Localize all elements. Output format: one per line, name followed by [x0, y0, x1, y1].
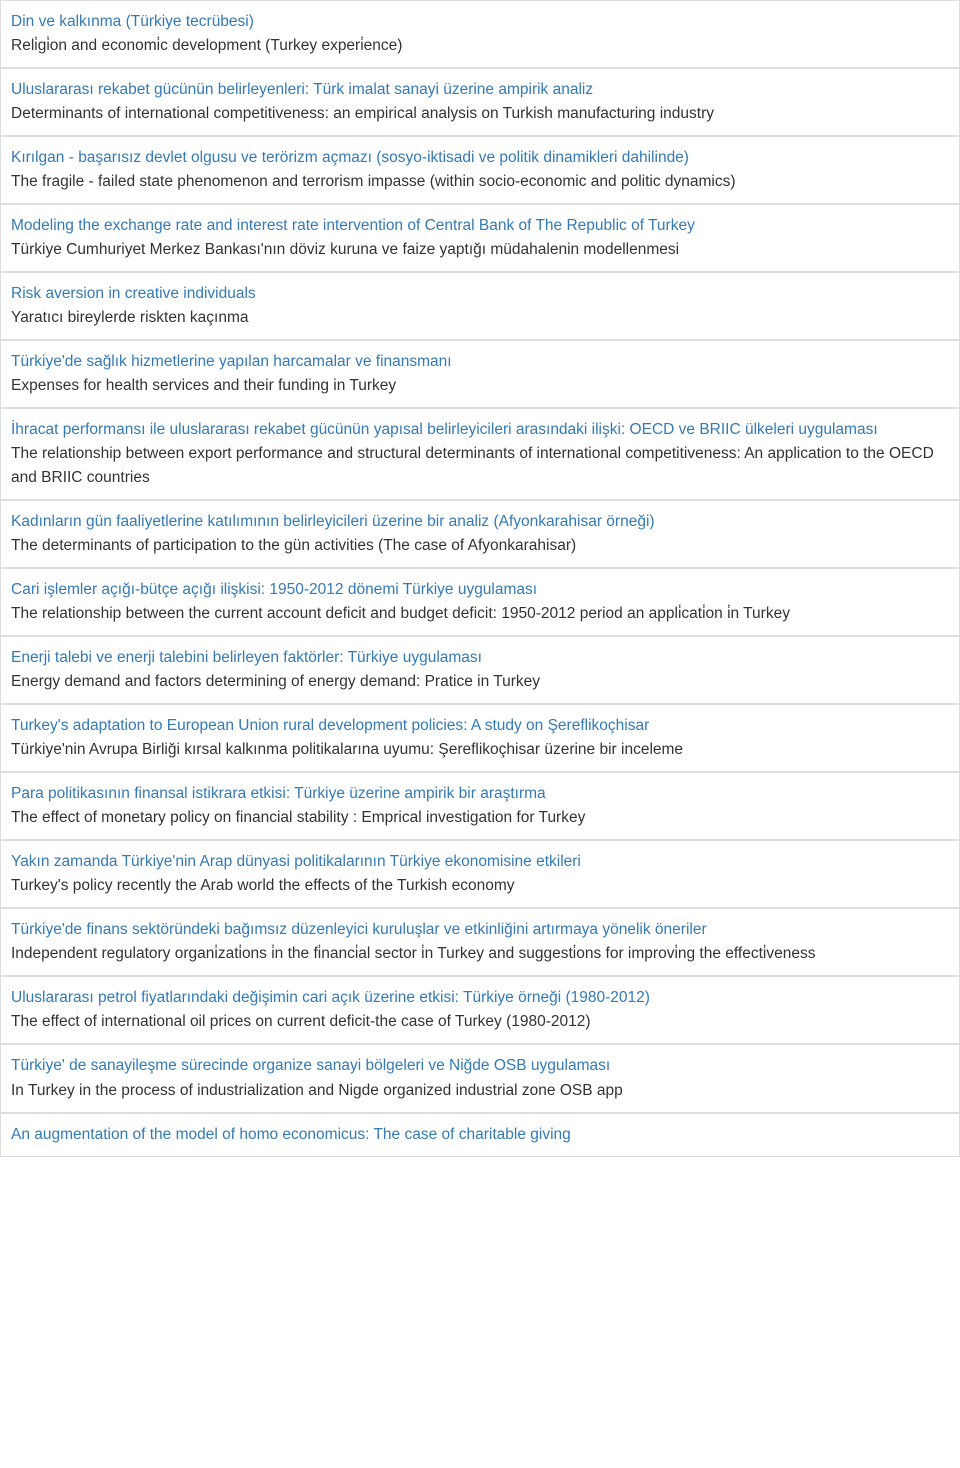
thesis-subtitle: The determinants of participation to the… [11, 534, 949, 558]
thesis-subtitle: In Turkey in the process of industrializ… [11, 1079, 949, 1103]
thesis-title-link[interactable]: Enerji talebi ve enerji talebini belirle… [11, 649, 482, 666]
thesis-title-link[interactable]: Türkiye'de finans sektöründeki bağımsız … [11, 921, 707, 938]
thesis-subtitle: Independent regulatory organi̇zati̇ons i… [11, 942, 949, 966]
thesis-title-link[interactable]: Türkiye' de sanayileşme sürecinde organi… [11, 1057, 610, 1074]
thesis-title-link[interactable]: Modeling the exchange rate and interest … [11, 217, 695, 234]
thesis-title-link[interactable]: Turkey's adaptation to European Union ru… [11, 717, 649, 734]
thesis-title-link[interactable]: Uluslararası petrol fiyatlarındaki değiş… [11, 989, 650, 1006]
table-row: İhracat performansı ile uluslararası rek… [0, 408, 960, 500]
table-row: Din ve kalkınma (Türkiye tecrübesi) Reli̇… [0, 0, 960, 68]
thesis-subtitle: Yaratıcı bireylerde riskten kaçınma [11, 306, 949, 330]
table-row: An augmentation of the model of homo eco… [0, 1113, 960, 1157]
table-row: Yakın zamanda Türkiye'nin Arap dünyasi p… [0, 840, 960, 908]
table-row: Cari işlemler açığı-bütçe açığı ilişkisi… [0, 568, 960, 636]
thesis-title-link[interactable]: An augmentation of the model of homo eco… [11, 1126, 571, 1143]
thesis-title-link[interactable]: Yakın zamanda Türkiye'nin Arap dünyasi p… [11, 853, 581, 870]
thesis-subtitle: Energy demand and factors determining of… [11, 670, 949, 694]
table-row: Türkiye' de sanayileşme sürecinde organi… [0, 1044, 960, 1112]
table-row: Risk aversion in creative individuals Yar… [0, 272, 960, 340]
thesis-title-link[interactable]: Din ve kalkınma (Türkiye tecrübesi) [11, 13, 254, 30]
thesis-subtitle: The fragile - failed state phenomenon an… [11, 170, 949, 194]
thesis-title-link[interactable]: Kadınların gün faaliyetlerine katılımını… [11, 513, 655, 530]
table-row: Türkiye'de finans sektöründeki bağımsız … [0, 908, 960, 976]
thesis-list-table: Din ve kalkınma (Türkiye tecrübesi) Reli̇… [0, 0, 960, 1157]
thesis-title-link[interactable]: Türkiye'de sağlık hizmetlerine yapılan h… [11, 353, 452, 370]
thesis-title-link[interactable]: Cari işlemler açığı-bütçe açığı ilişkisi… [11, 581, 537, 598]
thesis-subtitle: The effect of monetary policy on financi… [11, 806, 949, 830]
table-row: Turkey's adaptation to European Union ru… [0, 704, 960, 772]
thesis-subtitle: Determinants of international competitiv… [11, 102, 949, 126]
table-row: Uluslararası petrol fiyatlarındaki değiş… [0, 976, 960, 1044]
table-row: Enerji talebi ve enerji talebini belirle… [0, 636, 960, 704]
thesis-subtitle: Türkiye'nin Avrupa Birliği kırsal kalkın… [11, 738, 949, 762]
thesis-title-link[interactable]: Para politikasının finansal istikrara et… [11, 785, 546, 802]
thesis-subtitle: Turkey's policy recently the Arab world … [11, 874, 949, 898]
thesis-subtitle: The effect of international oil prices o… [11, 1010, 949, 1034]
thesis-subtitle: Expenses for health services and their f… [11, 374, 949, 398]
thesis-title-link[interactable]: İhracat performansı ile uluslararası rek… [11, 421, 878, 438]
thesis-subtitle: Türkiye Cumhuriyet Merkez Bankası'nın dö… [11, 238, 949, 262]
table-row: Türkiye'de sağlık hizmetlerine yapılan h… [0, 340, 960, 408]
table-row: Uluslararası rekabet gücünün belirleyenl… [0, 68, 960, 136]
thesis-subtitle: Reli̇gi̇on and economi̇c development (Tu… [11, 34, 949, 58]
table-row: Para politikasının finansal istikrara et… [0, 772, 960, 840]
thesis-title-link[interactable]: Uluslararası rekabet gücünün belirleyenl… [11, 81, 593, 98]
table-row: Modeling the exchange rate and interest … [0, 204, 960, 272]
thesis-subtitle: The relationship between export performa… [11, 442, 949, 490]
table-row: Kadınların gün faaliyetlerine katılımını… [0, 500, 960, 568]
thesis-title-link[interactable]: Risk aversion in creative individuals [11, 285, 256, 302]
thesis-title-link[interactable]: Kırılgan - başarısız devlet olgusu ve te… [11, 149, 689, 166]
thesis-subtitle: The relationship between the current acc… [11, 602, 949, 626]
table-row: Kırılgan - başarısız devlet olgusu ve te… [0, 136, 960, 204]
